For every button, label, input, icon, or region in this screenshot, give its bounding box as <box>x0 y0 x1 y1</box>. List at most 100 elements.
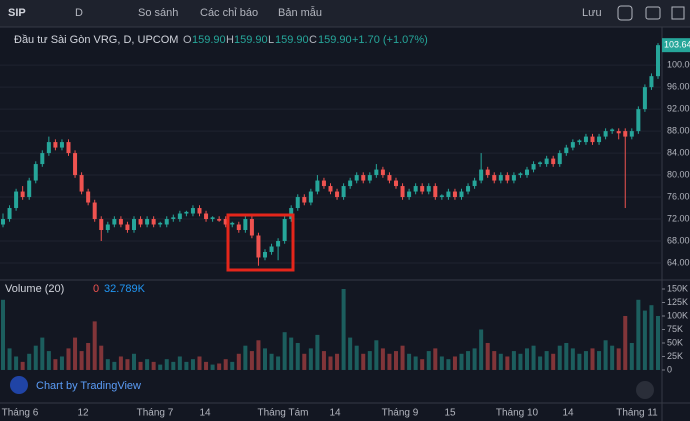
volume-bar <box>190 359 195 370</box>
candle-body <box>531 164 536 170</box>
v-tick-label: 25K <box>667 351 683 361</box>
x-tick-label: Tháng 7 <box>137 408 174 419</box>
candle-body <box>629 131 634 137</box>
candle-body <box>184 211 189 214</box>
candle-body <box>649 76 654 88</box>
candle-body <box>433 186 438 198</box>
v-tick-label: 125K <box>667 297 688 307</box>
volume-bar <box>276 356 281 370</box>
y-tick-label: 92.00 <box>667 103 690 113</box>
watermark-logo <box>10 376 28 394</box>
candle-body <box>269 246 274 252</box>
candle-body <box>459 191 464 198</box>
volume-name: Volume (20) <box>5 283 64 295</box>
volume-bar <box>40 337 45 370</box>
volume-bar <box>125 359 130 370</box>
volume-bar <box>138 361 143 370</box>
scroll-button[interactable] <box>636 381 654 399</box>
candle-body <box>492 175 497 181</box>
volume-bar <box>492 351 497 370</box>
candle-body <box>249 219 254 236</box>
candle-body <box>210 217 215 220</box>
toolbar: SIP D So sánh Các chỉ báo Bản mẫu Lưu <box>0 0 690 28</box>
candle-body <box>164 219 169 225</box>
candle-body <box>590 136 595 143</box>
last-price-label: 103.64 <box>664 40 690 50</box>
y-tick-label: 72.00 <box>667 213 690 223</box>
h-value: 159.90 <box>234 34 268 46</box>
volume-bar <box>394 351 398 370</box>
candle-body <box>46 142 51 154</box>
y-tick-label: 100.00 <box>667 60 690 70</box>
candle-body <box>40 153 45 165</box>
volume-bar <box>328 356 333 370</box>
candle-body <box>99 219 104 230</box>
volume-bar <box>1 299 5 370</box>
candle-body <box>570 142 575 148</box>
volume-bar <box>92 321 97 370</box>
templates[interactable]: Bản mẫu <box>278 6 322 19</box>
volume-bar <box>348 337 353 370</box>
candle-body <box>407 191 412 198</box>
volume-bar <box>420 359 425 370</box>
candle-body <box>14 191 19 209</box>
last-price-tag <box>662 38 690 53</box>
candle-body <box>518 173 523 176</box>
volume-bar <box>400 345 405 370</box>
candle-body <box>197 208 202 214</box>
candle-body <box>276 240 281 247</box>
volume-bar <box>105 359 110 370</box>
volume-bar <box>446 359 451 370</box>
candle-body <box>263 251 267 258</box>
save[interactable]: Lưu <box>582 7 602 19</box>
volume-bar <box>204 361 209 370</box>
candle-body <box>544 158 549 165</box>
volume-bar <box>472 348 477 370</box>
volume-bar <box>557 345 562 370</box>
volume-bar <box>590 348 595 370</box>
l-label: L <box>268 34 274 46</box>
fullscreen-icon[interactable] <box>671 6 685 20</box>
candle-body <box>511 175 516 181</box>
candle-body <box>505 175 510 181</box>
volume-bar <box>597 351 602 370</box>
symbol[interactable]: SIP <box>8 7 26 19</box>
candle-body <box>66 142 71 154</box>
volume-bar <box>164 359 169 370</box>
interval[interactable]: D <box>75 7 83 19</box>
volume-bar <box>439 356 444 370</box>
candle-body <box>623 131 628 137</box>
volume-bar <box>387 353 392 370</box>
volume-bar <box>263 348 267 370</box>
y-tick-label: 84.00 <box>667 147 690 157</box>
candle-body <box>118 219 123 225</box>
volume-bar <box>112 361 117 370</box>
volume-bar <box>656 315 660 370</box>
candle-body <box>204 213 209 220</box>
volume-bar <box>249 351 254 370</box>
volume-bar <box>354 345 359 370</box>
y-tick-label: 76.00 <box>667 191 690 201</box>
camera-icon[interactable] <box>645 6 661 20</box>
candle-body <box>348 180 353 187</box>
volume-bar <box>544 351 549 370</box>
v-tick-label: 0 <box>667 364 672 374</box>
compare[interactable]: So sánh <box>138 7 178 19</box>
candle-body <box>7 208 12 220</box>
volume-bar <box>53 359 58 370</box>
candle-body <box>112 219 117 225</box>
volume-bar <box>577 353 582 370</box>
volume-bar <box>315 334 320 370</box>
y-tick-label: 96.00 <box>667 82 690 92</box>
volume-bar <box>642 310 647 370</box>
volume-bar <box>564 342 569 370</box>
volume-bar <box>361 353 366 370</box>
indicators[interactable]: Các chỉ báo <box>200 7 258 19</box>
volume-bar <box>505 356 510 370</box>
volume-bar <box>7 348 12 370</box>
candle-body <box>636 109 641 132</box>
volume-bar <box>466 351 471 370</box>
volume-bar <box>603 340 608 370</box>
settings-icon[interactable] <box>617 5 633 21</box>
